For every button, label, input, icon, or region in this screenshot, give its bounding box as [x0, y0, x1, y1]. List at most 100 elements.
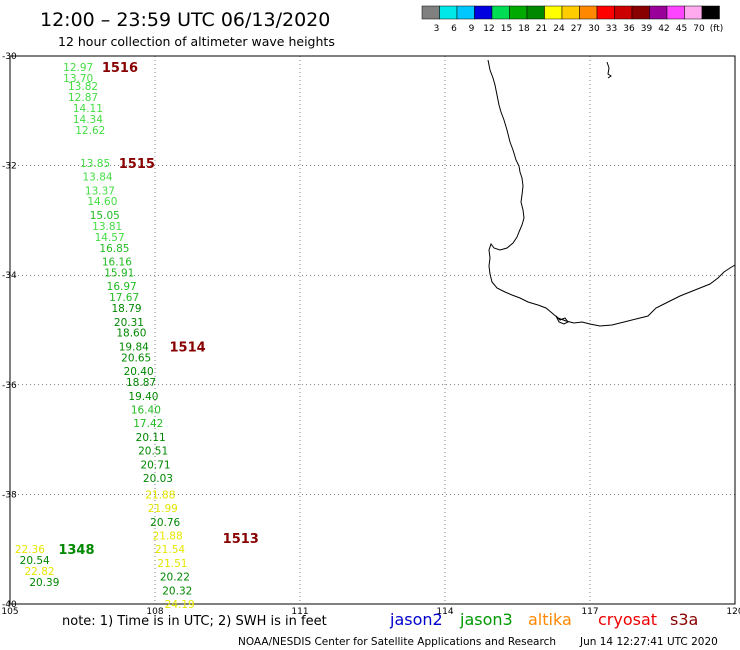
footer-timestamp: Jun 14 12:27:41 UTC 2020: [579, 636, 718, 648]
legend-swatch: [631, 5, 650, 20]
wave-height-label: 18.87: [126, 377, 156, 389]
footer-agency: NOAA/NESDIS Center for Satellite Applica…: [238, 636, 556, 648]
wave-height-label: 13.84: [83, 172, 113, 184]
wave-height-label: 12.87: [68, 92, 98, 104]
legend-swatch: [666, 5, 685, 20]
x-tick-label: 111: [291, 607, 308, 617]
wave-height-label: 20.54: [20, 555, 50, 567]
x-tick-label: 114: [436, 607, 453, 617]
wave-height-label: 14.60: [87, 196, 117, 208]
chart-title: 12:00 – 23:59 UTC 06/13/2020: [40, 9, 330, 31]
legend-swatch: [491, 5, 510, 20]
legend-label: 12: [483, 24, 494, 34]
chart-subtitle: 12 hour collection of altimeter wave hei…: [58, 34, 335, 49]
map-grid: 105 108 111 114 117 120 -30 -32 -34 -36 -38 -40: [1, 52, 740, 617]
legend-swatch: [684, 5, 703, 20]
y-tick-label: -36: [2, 381, 17, 391]
satellite-label-jason2: jason2: [389, 610, 443, 629]
legend-label: 33: [606, 24, 617, 34]
legend-label: 36: [623, 24, 635, 34]
y-tick-label: -30: [2, 52, 17, 62]
x-tick-label: 117: [581, 607, 598, 617]
wave-height-label: 14.34: [73, 114, 103, 126]
coastline: [487, 59, 736, 327]
plot-frame: [9, 55, 736, 605]
wave-height-label: 13.70: [63, 73, 93, 85]
legend-swatch: [649, 5, 668, 20]
wave-height-label: 21.99: [148, 503, 178, 515]
legend-swatch: [439, 5, 458, 20]
legend-label: 3: [434, 24, 440, 34]
wave-height-label: 19.84: [119, 341, 149, 353]
y-tick-label: -34: [2, 271, 17, 281]
x-tick-label: 108: [146, 607, 163, 617]
wave-height-label: 13.81: [92, 221, 122, 233]
wave-height-label: 12.62: [75, 125, 105, 137]
legend-swatch: [509, 5, 528, 20]
legend-label: 21: [536, 24, 547, 34]
legend-label: 27: [571, 24, 582, 34]
hour-marker-label: 1513: [223, 532, 259, 547]
wave-height-label: 18.79: [112, 303, 142, 315]
legend-swatch: [561, 5, 580, 20]
legend-label: 42: [658, 24, 669, 34]
wave-height-label: 15.05: [90, 210, 120, 222]
footer-note: note: 1) Time is in UTC; 2) SWH is in fe…: [62, 614, 327, 629]
wave-height-label: 20.40: [124, 366, 154, 378]
hour-marker-label: 1515: [119, 157, 155, 172]
legend-label: (ft): [710, 24, 724, 34]
wave-height-label: 22.36: [15, 544, 45, 556]
wave-height-label: 13.85: [80, 158, 110, 170]
wave-height-label: 12.97: [63, 62, 93, 74]
legend-swatch: [544, 5, 563, 20]
wave-height-label: 20.32: [162, 585, 192, 597]
satellite-label-altika: altika: [528, 610, 572, 629]
legend-swatch: [614, 5, 633, 20]
wave-height-label: 20.65: [121, 352, 151, 364]
legend-label: 24: [553, 24, 565, 34]
wave-height-label: 20.76: [150, 517, 180, 529]
hour-marker-label: 1348: [58, 543, 94, 558]
legend-label: 18: [518, 24, 530, 34]
x-tick-label: 105: [1, 607, 18, 617]
wave-height-label: 13.82: [68, 81, 98, 93]
wave-height-label: 17.67: [109, 292, 139, 304]
satellite-legend: jason2 jason3 altika cryosat s3a: [389, 610, 698, 629]
legend-label: 30: [588, 24, 600, 34]
legend-label: 9: [469, 24, 475, 34]
legend-label: 6: [451, 24, 457, 34]
legend-swatch: [456, 5, 475, 20]
color-scale-legend: 3 6 9 12 15 18 21 24 27 30 33 36 39 42 45 70 (ft): [421, 5, 724, 34]
legend-swatch: [701, 5, 720, 20]
wave-height-label: 22.82: [25, 566, 55, 578]
wave-height-label: 20.39: [29, 577, 59, 589]
wave-height-label: 20.71: [141, 459, 171, 471]
legend-swatch: [526, 5, 545, 20]
legend-swatch: [579, 5, 598, 20]
y-tick-label: -40: [2, 600, 17, 610]
wave-height-label: 21.51: [157, 558, 187, 570]
wave-height-label: 20.31: [114, 317, 144, 329]
wave-height-label: 21.88: [153, 531, 183, 543]
legend-swatch: [474, 5, 493, 20]
wave-height-label: 21.54: [155, 544, 185, 556]
wave-height-label: 16.85: [99, 243, 129, 255]
wave-height-label: 20.22: [160, 572, 190, 584]
y-tick-label: -38: [2, 490, 17, 500]
satellite-label-cryosat: cryosat: [598, 610, 657, 629]
legend-swatch: [421, 5, 440, 20]
wave-height-label: 21.88: [145, 489, 175, 501]
legend-swatch: [596, 5, 615, 20]
hour-marker-label: 1514: [170, 340, 206, 355]
wave-height-label: 18.60: [116, 328, 146, 340]
wave-height-label: 14.57: [95, 232, 125, 244]
wave-height-label: 17.42: [133, 418, 163, 430]
wave-height-label: 13.37: [85, 185, 115, 197]
wave-height-label: 16.40: [131, 404, 161, 416]
legend-label: 45: [676, 24, 687, 34]
wave-height-label: 20.03: [143, 473, 173, 485]
wave-height-label: 14.11: [73, 103, 103, 115]
legend-label: 39: [641, 24, 653, 34]
